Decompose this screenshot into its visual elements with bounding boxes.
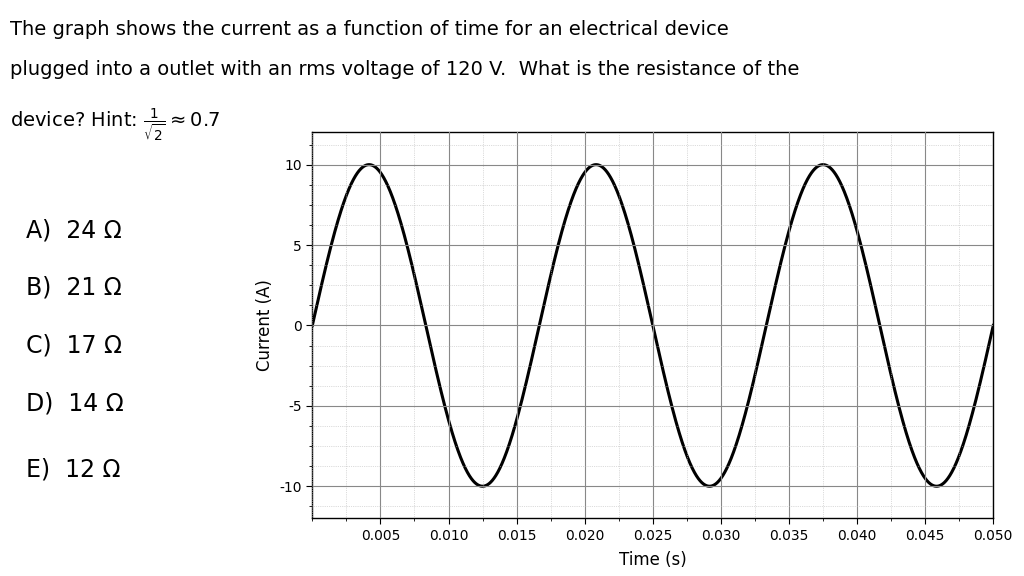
Text: plugged into a outlet with an rms voltage of 120 V.  What is the resistance of t: plugged into a outlet with an rms voltag… <box>10 60 800 79</box>
Text: A)  24 Ω: A) 24 Ω <box>26 218 122 242</box>
Text: device? Hint: $\frac{1}{\sqrt{2}} \approx 0.7$: device? Hint: $\frac{1}{\sqrt{2}} \appro… <box>10 107 220 144</box>
Text: D)  14 Ω: D) 14 Ω <box>26 391 123 415</box>
X-axis label: Time (s): Time (s) <box>618 551 687 569</box>
Text: C)  17 Ω: C) 17 Ω <box>26 334 122 358</box>
Text: E)  12 Ω: E) 12 Ω <box>26 457 120 482</box>
Text: The graph shows the current as a function of time for an electrical device: The graph shows the current as a functio… <box>10 20 729 39</box>
Y-axis label: Current (A): Current (A) <box>256 279 273 372</box>
Text: B)  21 Ω: B) 21 Ω <box>26 276 122 300</box>
